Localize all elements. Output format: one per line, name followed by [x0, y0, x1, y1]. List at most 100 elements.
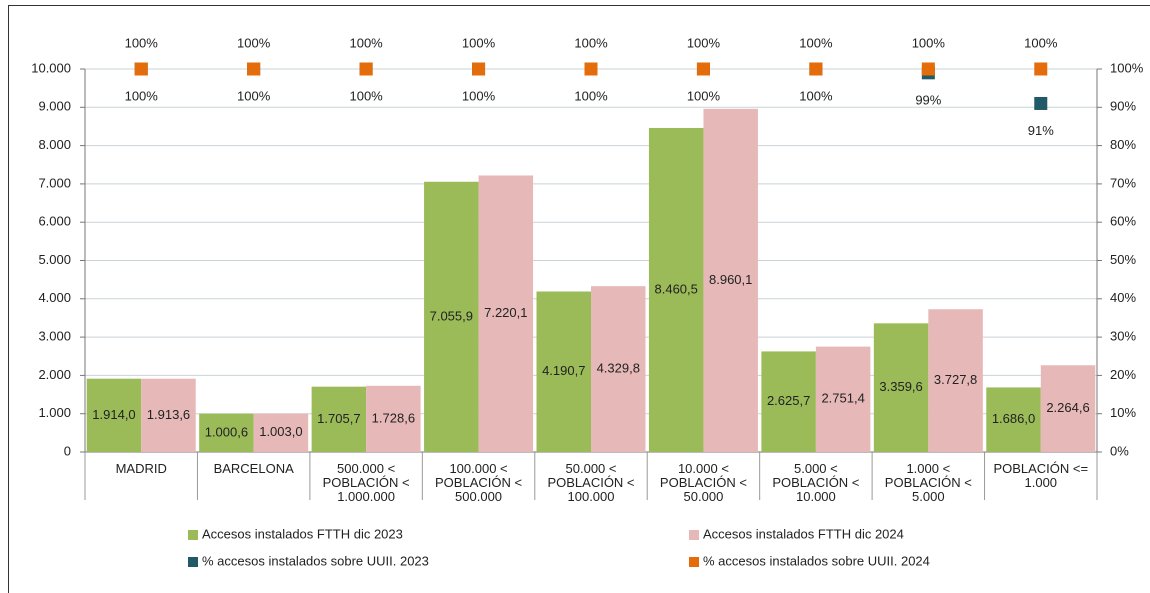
- bar-label: 1.686,0: [992, 411, 1035, 426]
- legend-swatch: [188, 557, 198, 567]
- x-tick-line: 500.000: [455, 489, 502, 504]
- bar: [86, 378, 142, 452]
- bar-label: 2.751,4: [821, 391, 864, 406]
- bar-label: 7.220,1: [484, 305, 527, 320]
- bar: [703, 108, 758, 452]
- x-tick-line: 10.000 <: [678, 461, 729, 476]
- bar: [478, 175, 534, 453]
- x-tick-label: POBLACIÓN <= 1.000: [993, 461, 1088, 490]
- y2-tick-label: 10%: [1110, 405, 1136, 420]
- marker-label: 100%: [125, 35, 159, 50]
- bar-label: 1.914,0: [92, 407, 135, 422]
- y-tick-label: 6.000: [38, 214, 71, 229]
- x-tick-line: MADRID: [116, 461, 167, 476]
- y-tick-label: 8.000: [38, 137, 71, 152]
- bar-label: 7.055,9: [430, 308, 473, 323]
- y-tick-label: 0: [64, 443, 71, 458]
- marker-label: 100%: [687, 88, 721, 103]
- x-tick-line: 500.000 <: [337, 461, 395, 476]
- legend-label: % accesos instalados sobre UUII. 2024: [703, 553, 930, 568]
- legend-swatch: [689, 557, 699, 567]
- bar: [873, 323, 929, 452]
- y-tick-label: 2.000: [38, 367, 71, 382]
- frame: [8, 5, 1150, 593]
- marker-label: 100%: [462, 88, 496, 103]
- marker-label: 100%: [125, 88, 159, 103]
- marker-label: 100%: [687, 35, 721, 50]
- marker-label: 100%: [799, 88, 833, 103]
- bar: [253, 413, 309, 452]
- bar-label: 1.913,6: [147, 407, 190, 422]
- bar: [928, 309, 983, 452]
- marker-label: 100%: [237, 88, 271, 103]
- bar-label: 2.625,7: [767, 393, 810, 408]
- bar-label: 3.727,8: [934, 372, 977, 387]
- y2-tick-label: 100%: [1110, 60, 1144, 75]
- bar-label: 1.728,6: [372, 410, 415, 425]
- x-tick-line: BARCELONA: [214, 461, 295, 476]
- bar-label: 1.000,6: [205, 424, 248, 439]
- x-tick-line: 5.000: [912, 489, 945, 504]
- legend-label: Accesos instalados FTTH dic 2023: [202, 526, 403, 541]
- bar: [815, 346, 871, 452]
- y2-tick-label: 50%: [1110, 252, 1136, 267]
- x-tick-line: 1.000 <: [906, 461, 950, 476]
- x-tick-line: 50.000: [684, 489, 724, 504]
- marker-label: 100%: [574, 88, 608, 103]
- marker-label: 100%: [349, 35, 383, 50]
- marker: [921, 62, 935, 76]
- x-tick-line: 1.000.000: [337, 489, 395, 504]
- y2-tick-label: 30%: [1110, 329, 1136, 344]
- bar-label: 4.190,7: [542, 363, 585, 378]
- bar: [591, 286, 646, 452]
- y-tick-label: 7.000: [38, 175, 71, 190]
- bar: [199, 413, 254, 452]
- marker: [584, 62, 598, 76]
- x-tick-line: POBLACIÓN <=: [993, 461, 1088, 476]
- x-tick-line: POBLACIÓN <: [772, 475, 859, 490]
- bar-label: 1.003,0: [259, 424, 302, 439]
- bar: [1040, 365, 1096, 452]
- marker-label: 99%: [915, 92, 941, 107]
- x-tick-label: 100.000 < POBLACIÓN <500.000: [435, 461, 522, 504]
- y-tick-label: 4.000: [38, 290, 71, 305]
- marker-label: 100%: [574, 35, 608, 50]
- legend-swatch: [689, 530, 699, 540]
- x-tick-line: POBLACIÓN <: [660, 475, 747, 490]
- bar: [536, 291, 591, 452]
- bar: [141, 378, 196, 452]
- marker-label: 100%: [799, 35, 833, 50]
- marker: [359, 62, 373, 76]
- bar: [986, 387, 1041, 452]
- legend-label: Accesos instalados FTTH dic 2024: [703, 526, 904, 541]
- y2-tick-label: 40%: [1110, 290, 1136, 305]
- x-tick-line: 50.000 <: [566, 461, 617, 476]
- bar-label: 3.359,6: [879, 379, 922, 394]
- y-tick-label: 1.000: [38, 405, 71, 420]
- marker: [247, 62, 261, 76]
- y-tick-label: 3.000: [38, 329, 71, 344]
- y2-tick-label: 90%: [1110, 99, 1136, 114]
- legend-label: % accesos instalados sobre UUII. 2023: [202, 553, 429, 568]
- marker: [472, 62, 486, 76]
- y2-tick-label: 70%: [1110, 175, 1136, 190]
- x-tick-label: 500.000 < POBLACIÓN <1.000.000: [323, 461, 410, 504]
- x-tick-label: 5.000 < POBLACIÓN <10.000: [772, 461, 859, 504]
- x-tick-line: POBLACIÓN <: [885, 475, 972, 490]
- x-tick-label: 50.000 < POBLACIÓN <100.000: [547, 461, 634, 504]
- x-tick-line: 5.000 <: [794, 461, 838, 476]
- marker: [134, 62, 148, 76]
- marker: [1034, 96, 1048, 110]
- marker-label: 100%: [462, 35, 496, 50]
- x-tick-line: POBLACIÓN <: [323, 475, 410, 490]
- y2-tick-label: 60%: [1110, 214, 1136, 229]
- x-tick-label: MADRID: [116, 461, 167, 476]
- bar: [648, 127, 704, 452]
- marker-label: 100%: [912, 35, 946, 50]
- bar-label: 1.705,7: [317, 411, 360, 426]
- y-tick-label: 10.000: [31, 60, 71, 75]
- bar-label: 2.264,6: [1046, 400, 1089, 415]
- marker: [809, 62, 823, 76]
- x-tick-line: POBLACIÓN <: [547, 475, 634, 490]
